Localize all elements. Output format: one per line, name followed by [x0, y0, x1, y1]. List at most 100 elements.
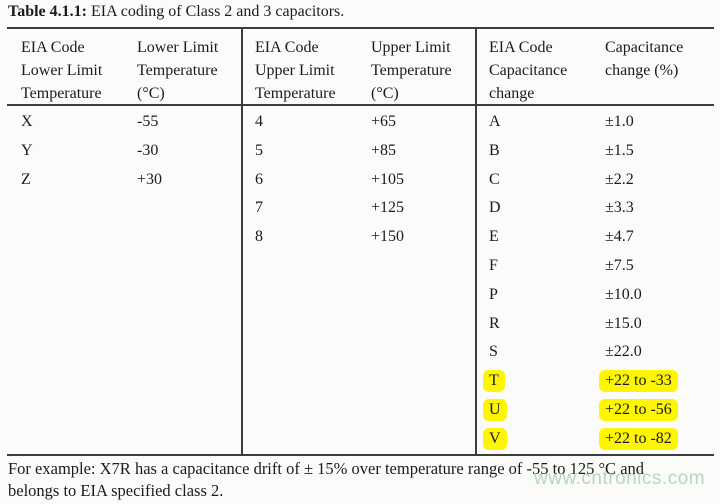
section-capacitance-change: EIA Code Capacitance change Capacitance …	[475, 27, 714, 456]
temperature-cell: +30	[137, 170, 163, 188]
eia-code-cell: D	[489, 199, 501, 217]
table-row: R ±15.0	[475, 310, 714, 339]
eia-code-cell: R	[489, 314, 500, 332]
table-caption: Table 4.1.1: EIA coding of Class 2 and 3…	[8, 3, 344, 21]
table-row: S ±22.0	[475, 338, 714, 367]
table-divider-2	[475, 27, 477, 456]
eia-code-cell: X	[21, 113, 33, 130]
header-line: Temperature	[137, 62, 218, 79]
temperature-cell: +85	[371, 141, 397, 159]
header-line: EIA Code	[21, 39, 85, 56]
table-row-highlighted: U +22 to -56	[475, 396, 714, 425]
table-row: 5 +85	[241, 137, 475, 166]
capacitance-cell: ±1.0	[605, 113, 634, 130]
header-line: (°C)	[137, 85, 165, 102]
temperature-cell: +125	[371, 199, 405, 217]
section-capacitance-body: A ±1.0 B ±1.5 C ±2.2 D ±3.3 E ±4.7	[475, 108, 714, 454]
eia-code-cell: Y	[21, 141, 33, 159]
temperature-cell: +65	[371, 113, 397, 130]
eia-code-cell: B	[489, 141, 500, 159]
table-row: Z +30	[7, 166, 241, 195]
header-line: Temperature	[21, 85, 102, 102]
eia-code-cell: S	[489, 343, 498, 361]
capacitance-cell: ±7.5	[605, 256, 634, 274]
eia-code-cell-highlighted: T	[483, 370, 505, 393]
temperature-cell: -30	[137, 141, 159, 159]
table-divider-1	[241, 27, 243, 456]
table-row: Y -30	[7, 137, 241, 166]
header-line: Upper Limit	[371, 39, 451, 56]
header-line: change	[489, 85, 535, 102]
table-row: 7 +125	[241, 194, 475, 223]
eia-code-cell: A	[489, 113, 501, 130]
section-lower-limit: EIA Code Lower Limit Temperature Lower L…	[7, 27, 241, 456]
header-line: Temperature	[255, 85, 336, 102]
header-lower-limit-temp: Lower Limit Temperature (°C)	[137, 36, 218, 105]
header-eia-code-lower-limit: EIA Code Lower Limit Temperature	[21, 36, 102, 105]
capacitance-cell-highlighted: +22 to -56	[599, 398, 678, 421]
eia-code-cell: C	[489, 170, 500, 188]
table-row: A ±1.0	[475, 108, 714, 137]
table-row: 6 +105	[241, 166, 475, 195]
table-row: 8 +150	[241, 223, 475, 252]
capacitance-cell: ±2.2	[605, 170, 634, 188]
temperature-cell: +105	[371, 170, 405, 188]
eia-code-cell: 8	[255, 228, 263, 246]
eia-code-cell: F	[489, 256, 498, 274]
eia-code-cell-highlighted: U	[483, 398, 507, 421]
header-eia-code-capacitance: EIA Code Capacitance change	[489, 36, 567, 105]
eia-code-cell: Z	[21, 170, 31, 188]
table-row-highlighted: T +22 to -33	[475, 367, 714, 396]
header-upper-limit-temp: Upper Limit Temperature (°C)	[371, 36, 452, 105]
eia-code-cell: 4	[255, 113, 263, 130]
capacitance-cell: ±1.5	[605, 141, 634, 159]
header-line: Temperature	[371, 62, 452, 79]
table-row: P ±10.0	[475, 281, 714, 310]
section-upper-limit-body: 4 +65 5 +85 6 +105 7 +125 8 +150	[241, 108, 475, 252]
table-row: D ±3.3	[475, 194, 714, 223]
capacitance-cell: ±4.7	[605, 228, 634, 246]
eia-code-cell-highlighted: V	[483, 427, 507, 450]
eia-coding-table: EIA Code Lower Limit Temperature Lower L…	[7, 27, 714, 456]
capacitance-cell: ±3.3	[605, 199, 634, 217]
section-lower-limit-body: X -55 Y -30 Z +30	[7, 108, 241, 194]
table-bottom-rule	[7, 454, 714, 456]
header-line: Capacitance	[605, 39, 684, 56]
table-caption-number: Table 4.1.1:	[8, 3, 87, 20]
temperature-cell: -55	[137, 113, 159, 130]
capacitance-cell: ±10.0	[605, 285, 642, 303]
eia-code-cell: 7	[255, 199, 263, 217]
header-line: EIA Code	[255, 39, 319, 56]
temperature-cell: +150	[371, 228, 405, 246]
header-line: change (%)	[605, 62, 679, 79]
header-capacitance-change-pct: Capacitance change (%)	[605, 36, 683, 82]
section-upper-limit: EIA Code Upper Limit Temperature Upper L…	[241, 27, 475, 456]
table-caption-text: EIA coding of Class 2 and 3 capacitors.	[86, 3, 345, 20]
header-line: EIA Code	[489, 39, 553, 56]
table-row: 4 +65	[241, 108, 475, 137]
table-row: E ±4.7	[475, 223, 714, 252]
capacitance-cell-highlighted: +22 to -33	[599, 370, 678, 393]
capacitance-cell: ±15.0	[605, 314, 642, 332]
watermark-text: www.cntronics.com	[534, 468, 706, 489]
header-line: Capacitance	[489, 62, 568, 79]
eia-code-cell: 6	[255, 170, 263, 188]
capacitance-cell: ±22.0	[605, 343, 642, 361]
eia-code-cell: P	[489, 285, 498, 303]
eia-code-cell: 5	[255, 141, 263, 159]
header-line: Lower Limit	[137, 39, 219, 56]
header-eia-code-upper-limit: EIA Code Upper Limit Temperature	[255, 36, 336, 105]
table-row: X -55	[7, 108, 241, 137]
header-line: Lower Limit	[21, 62, 103, 79]
example-note-line2: belongs to EIA specified class 2.	[8, 481, 224, 500]
table-row: F ±7.5	[475, 252, 714, 281]
example-note: For example: X7R has a capacitance drift…	[8, 458, 714, 502]
header-line: (°C)	[371, 85, 399, 102]
table-row: B ±1.5	[475, 137, 714, 166]
eia-code-cell: E	[489, 228, 499, 246]
capacitance-cell-highlighted: +22 to -82	[599, 427, 678, 450]
table-top-rule	[7, 27, 714, 29]
header-line: Upper Limit	[255, 62, 335, 79]
table-header-rule	[7, 104, 714, 106]
